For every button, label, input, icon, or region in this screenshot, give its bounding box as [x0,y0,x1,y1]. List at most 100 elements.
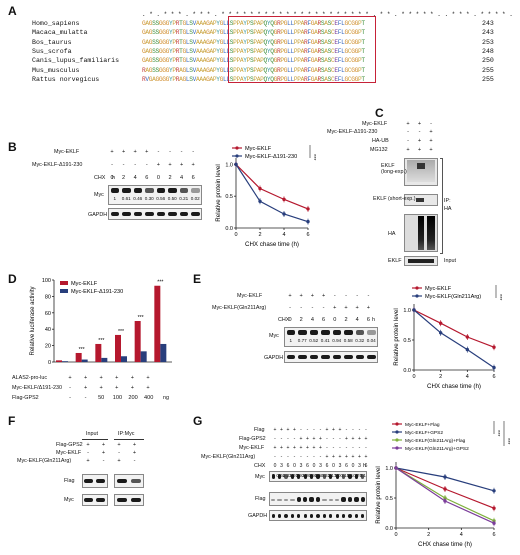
residue: S [250,75,254,83]
residue: P [253,57,257,65]
residue: P [297,57,301,65]
residue: A [314,75,318,83]
sign-cell: 4 [133,175,137,181]
residue: R [317,66,322,74]
c-row-label: Myc-EKLF-Δ191-230 [327,129,378,135]
f-header-line-ip [114,439,144,440]
sign-cell: 400 [144,395,154,401]
x-tick-label: 2 [258,232,261,238]
residue: S [320,57,325,65]
residue: Q [270,29,274,37]
residue: E [334,66,338,74]
residue: A [145,20,149,27]
residue: L [287,47,291,55]
band [344,330,353,335]
residue: S [320,20,325,27]
sign-cell: - [365,445,367,451]
residue: P [236,66,241,74]
x-tick-label: 6 [492,374,495,380]
band [298,330,307,335]
residue: S [229,47,234,55]
residue: G [148,66,153,74]
residue: G [310,47,315,55]
residue: A [199,29,203,37]
legend-label: Myc-EKLF [71,281,98,287]
sign-cell: + [417,121,422,127]
f-header-line-input [82,439,108,440]
residue: A [202,29,207,37]
sign-cell: + [319,436,322,442]
residue: G [182,38,187,46]
sign-cell: + [130,385,135,391]
sign-cell: + [110,149,114,155]
residue-number: 250 [482,57,494,65]
sign-cell: 3 [280,463,283,469]
residue: A [239,20,244,27]
residue: P [172,29,176,37]
residue: G [158,47,163,55]
residue: G [351,20,355,27]
residue: S [155,57,160,65]
residue: G [344,38,349,46]
f-row-myc-eklf: Myc-EKLF [56,450,82,456]
sign-cell: + [351,436,355,442]
sign-cell: 0 [351,463,355,469]
residue: S [229,75,234,83]
residue: G [206,29,210,37]
sign-cell: - [293,436,296,442]
residue: R [317,20,322,27]
residue: P [236,20,241,27]
consensus-marks: . * . * * * . * * * . * * * * * * * * * … [142,11,513,18]
sign-cell: - [356,293,359,299]
sign-cell: 0 [312,463,316,469]
residue: P [260,57,264,65]
quant-label: 0.94 [332,338,342,343]
sign-cell: + [325,427,329,433]
residue: P [246,75,251,83]
c-ha-smear-1 [418,216,424,250]
sig-label: *** [494,430,500,437]
residue: F [307,57,311,65]
band [354,497,359,502]
residue: A [256,29,261,37]
residue: P [293,47,298,55]
b-blot-label-gapdh: GAPDH [88,212,108,218]
residue: S [155,20,160,27]
residue: G [148,75,153,83]
y-tick-label: 60 [45,311,51,317]
residue: A [324,66,328,74]
band [286,330,295,335]
quant-label: 1.29 [302,473,311,478]
residue: P [172,57,176,65]
quant-label: 0.33 [282,473,292,478]
c-label-ha: HA [388,231,396,237]
sign-cell: - [122,162,125,168]
residue: G [182,75,187,83]
residue: R [175,57,180,65]
residue: A [314,57,318,65]
c-ip-bracket [440,158,443,254]
residue: A [209,66,214,74]
residue: G [206,66,210,74]
sign-cell: - [313,427,315,433]
residue: Q [263,20,268,27]
residue: P [358,20,362,27]
band [303,474,307,479]
y-tick-label: 1.0 [403,308,411,314]
residue: A [199,20,203,27]
residue: S [155,47,160,55]
residue: G [165,38,170,46]
band [354,514,359,518]
sign-cell: 6 [286,463,290,469]
y-tick-label: 0.0 [403,368,411,374]
f-blot-label-flag: Flag [64,478,75,484]
sig-label: *** [138,315,144,321]
residue: G [283,20,288,27]
bar [140,351,147,362]
bar [134,321,141,362]
residue: Y [169,75,173,83]
residue: T [179,57,183,65]
x-tick-label: 0 [394,532,397,538]
residue: Y [216,75,220,83]
band [133,188,142,193]
